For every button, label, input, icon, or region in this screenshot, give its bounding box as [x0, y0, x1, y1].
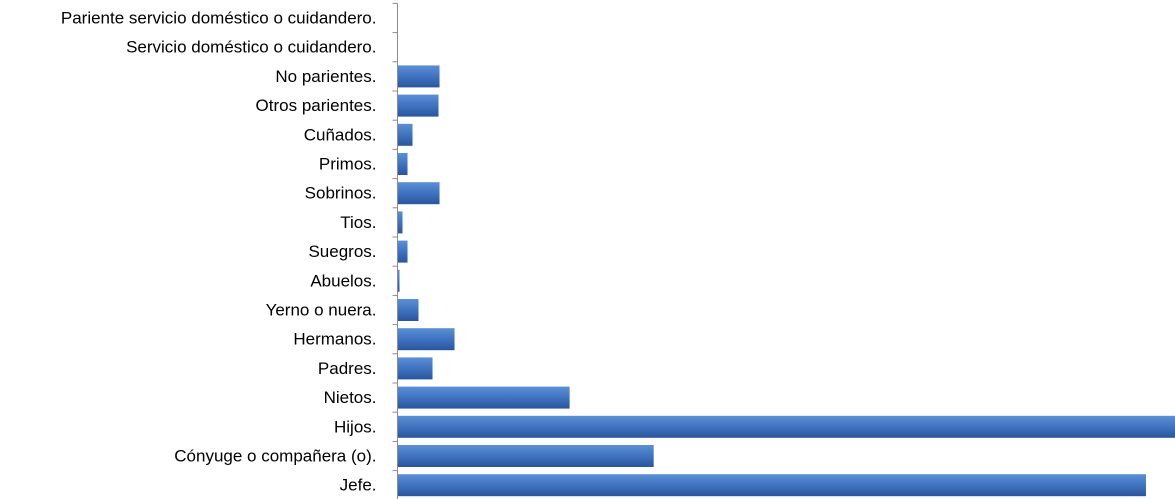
- category-label: Servicio doméstico o cuidandero.: [126, 38, 376, 57]
- bar: [397, 474, 1146, 497]
- category-label: Abuelos.: [310, 271, 376, 290]
- category-label: Cónyuge o compañera (o).: [174, 447, 376, 466]
- category-label: Suegros.: [308, 242, 376, 261]
- bar: [397, 182, 440, 205]
- category-labels: Pariente servicio doméstico o cuidandero…: [61, 9, 377, 495]
- category-label: Jefe.: [340, 476, 377, 495]
- category-label: Padres.: [318, 359, 377, 378]
- bar: [397, 269, 400, 292]
- bar: [397, 415, 1175, 438]
- category-label: Yerno o nuera.: [266, 301, 377, 320]
- category-label: Sobrinos.: [305, 184, 377, 203]
- bar: [397, 299, 419, 321]
- bars-layer: [397, 65, 1175, 497]
- category-label: Hermanos.: [293, 330, 376, 349]
- bar: [397, 240, 408, 263]
- bar: [397, 211, 403, 234]
- bar: [397, 153, 408, 175]
- bar: [397, 357, 433, 380]
- bar: [397, 123, 413, 146]
- bar: [397, 445, 654, 467]
- category-label: Otros parientes.: [256, 96, 377, 115]
- y-axis: [392, 2, 398, 499]
- category-label: Pariente servicio doméstico o cuidandero…: [61, 9, 377, 28]
- bar: [397, 386, 570, 409]
- category-label: No parientes.: [275, 67, 376, 86]
- bar: [397, 328, 455, 351]
- category-label: Nietos.: [324, 388, 377, 407]
- bar: [397, 94, 439, 117]
- category-label: Hijos.: [334, 417, 377, 436]
- bar: [397, 65, 440, 88]
- category-label: Primos.: [319, 155, 377, 174]
- category-label: Tios.: [340, 213, 376, 232]
- category-label: Cuñados.: [304, 125, 377, 144]
